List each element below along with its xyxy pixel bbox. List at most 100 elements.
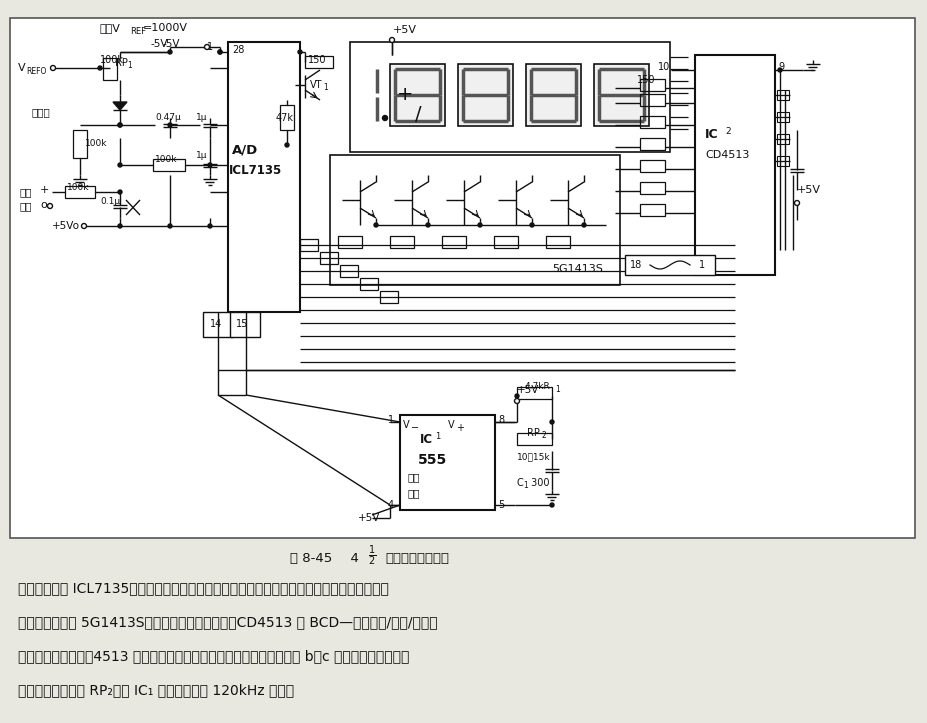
Circle shape (218, 50, 222, 54)
Circle shape (118, 190, 121, 194)
Bar (441, 236, 465, 248)
Text: 100k: 100k (85, 139, 108, 147)
Text: （无效零不显示），4513 的七段输出每段带五个相同段，仅最高位只接 b、c 段，极性指示由另一: （无效零不显示），4513 的七段输出每段带五个相同段，仅最高位只接 b、c 段… (18, 649, 409, 663)
Text: 10: 10 (657, 62, 669, 72)
Bar (776, 134, 788, 144)
Bar (103, 58, 117, 80)
Bar (320, 252, 337, 264)
Circle shape (218, 50, 222, 54)
Bar (640, 116, 665, 128)
Text: +5V: +5V (516, 385, 539, 395)
Circle shape (168, 123, 171, 127)
Bar (230, 312, 260, 337)
Text: 100k: 100k (155, 155, 177, 165)
Text: 图 8-45: 图 8-45 (289, 552, 332, 565)
Text: VT: VT (310, 80, 323, 90)
Bar (624, 255, 714, 275)
Text: =1000V: =1000V (143, 23, 188, 33)
Text: A/D: A/D (232, 143, 258, 156)
Polygon shape (113, 102, 127, 110)
Bar (776, 112, 788, 122)
Text: 28: 28 (232, 45, 244, 55)
Circle shape (794, 200, 799, 205)
Text: 47k: 47k (275, 113, 294, 123)
Text: 100k: 100k (67, 182, 89, 192)
Text: $\frac{1}{2}$: $\frac{1}{2}$ (368, 544, 375, 568)
Text: 复位: 复位 (408, 488, 420, 498)
Text: 模拟地: 模拟地 (32, 107, 51, 117)
Text: 8: 8 (498, 415, 503, 425)
Bar (203, 312, 233, 337)
Text: 100k: 100k (100, 55, 124, 65)
Bar (640, 94, 665, 106)
Circle shape (50, 66, 56, 71)
Bar (493, 236, 517, 248)
Text: /: / (414, 105, 421, 124)
Text: 1: 1 (387, 415, 394, 425)
Text: 1μ: 1μ (196, 114, 208, 122)
Text: C: C (516, 478, 523, 488)
Circle shape (581, 223, 585, 227)
Bar (360, 278, 377, 290)
Bar (640, 138, 665, 150)
Text: +5V: +5V (796, 185, 820, 195)
Bar (389, 236, 413, 248)
Bar (349, 42, 669, 152)
Text: 300: 300 (527, 478, 549, 488)
Text: -5V: -5V (163, 39, 181, 49)
Text: 0.1μ: 0.1μ (100, 197, 120, 205)
Text: RP: RP (527, 428, 540, 438)
Text: 1: 1 (207, 42, 213, 52)
Text: 选择V: 选择V (100, 23, 121, 33)
Circle shape (118, 123, 121, 127)
Circle shape (98, 66, 102, 70)
Circle shape (389, 38, 394, 43)
Circle shape (550, 503, 553, 507)
Bar (339, 265, 358, 277)
Bar (640, 204, 665, 216)
Bar (526, 64, 580, 126)
Text: 1μ: 1μ (196, 150, 208, 160)
Text: REFO: REFO (26, 67, 46, 75)
Text: REF: REF (130, 27, 146, 35)
Bar (776, 156, 788, 166)
Circle shape (118, 163, 121, 167)
Bar (389, 64, 445, 126)
Circle shape (514, 398, 519, 403)
Text: 14: 14 (210, 319, 222, 329)
Text: +5V: +5V (392, 25, 416, 35)
Text: +: + (397, 85, 413, 103)
Text: o: o (40, 200, 46, 210)
Text: 15: 15 (235, 319, 248, 329)
Text: CD4513: CD4513 (705, 150, 749, 160)
Text: 输入: 输入 (20, 201, 32, 211)
Bar (73, 130, 87, 158)
Bar (516, 433, 552, 445)
Bar (400, 415, 494, 510)
Circle shape (777, 68, 781, 72)
Text: 10～15k: 10～15k (516, 453, 550, 461)
Text: 个五路达林顿管 5G1413S，去驱动共阴极数码管。CD4513 为 BCD—七段锁存/译码/驱动器: 个五路达林顿管 5G1413S，去驱动共阴极数码管。CD4513 为 BCD—七… (18, 615, 438, 629)
Text: 4: 4 (342, 552, 359, 565)
Text: 输出: 输出 (408, 472, 420, 482)
Text: 5G1413S: 5G1413S (552, 264, 603, 274)
Bar (458, 64, 513, 126)
Bar (299, 239, 318, 251)
Text: 18: 18 (629, 260, 641, 270)
Circle shape (208, 163, 211, 167)
Circle shape (285, 143, 288, 147)
Bar (228, 42, 299, 312)
Circle shape (118, 224, 121, 228)
Circle shape (204, 45, 210, 49)
Circle shape (550, 420, 553, 424)
Circle shape (47, 203, 53, 208)
Circle shape (118, 123, 121, 127)
Text: V: V (448, 420, 454, 430)
Bar (280, 105, 294, 130)
Text: 1: 1 (127, 61, 132, 71)
Text: -5V: -5V (150, 39, 168, 49)
Circle shape (382, 116, 387, 121)
Bar (694, 55, 774, 275)
Circle shape (168, 224, 171, 228)
Text: 晶体管驱动。调节 RP₂，使 IC₁ 的振荡频率在 120kHz 左右。: 晶体管驱动。调节 RP₂，使 IC₁ 的振荡频率在 120kHz 左右。 (18, 683, 294, 697)
